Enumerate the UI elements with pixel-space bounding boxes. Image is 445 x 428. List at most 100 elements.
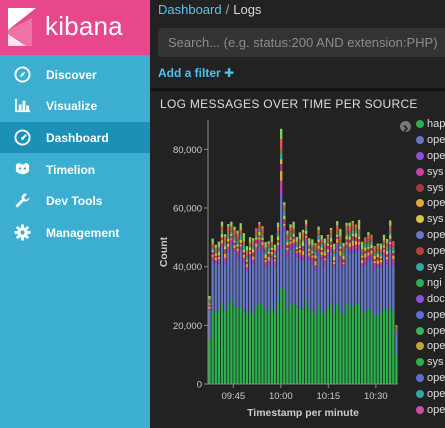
chart-bar (264, 258, 267, 260)
chart-bar (286, 309, 289, 384)
chart-bar (264, 250, 267, 252)
chart-bar (336, 238, 339, 243)
chart-bar (283, 219, 286, 224)
legend-item[interactable]: sys (416, 261, 445, 277)
chart-bar (376, 251, 379, 254)
chart-bar (255, 239, 258, 244)
legend-item[interactable]: ngi (416, 277, 445, 293)
legend-item[interactable]: ope (416, 134, 445, 150)
chart-bar (298, 259, 302, 308)
chart-bar (227, 247, 230, 250)
chart-bar (208, 302, 211, 305)
chart-bar (336, 234, 339, 237)
chart-bar (220, 233, 224, 238)
chart-bar (351, 240, 354, 246)
legend-label: sys (427, 261, 444, 274)
x-tick-label: 09:45 (221, 391, 245, 402)
sidebar-item-dashboard[interactable]: Dashboard (0, 122, 150, 153)
chart-bar (345, 236, 348, 240)
chart-bar (230, 239, 233, 243)
sidebar-item-visualize[interactable]: Visualize (0, 90, 150, 121)
chart-bar (354, 240, 358, 245)
chart-bar (329, 303, 333, 384)
chart-bar (357, 304, 361, 384)
chart-bar (211, 309, 214, 384)
sidebar-item-management[interactable]: Management (0, 217, 150, 248)
chart-bar (248, 253, 252, 256)
y-tick-label: 80,000 (173, 145, 202, 156)
legend-item[interactable]: hap (416, 118, 445, 134)
legend-item[interactable]: sys (416, 182, 445, 198)
chart-bar (304, 230, 308, 234)
chart-bar (245, 266, 249, 269)
legend-item[interactable]: ope (416, 197, 445, 213)
chart-bar (392, 245, 395, 248)
chart-bar (236, 240, 239, 245)
add-filter-button[interactable]: Add a filter ✚ (158, 66, 235, 80)
chart-bar (345, 229, 348, 234)
chart-bar (295, 236, 298, 242)
chart-bar (280, 163, 283, 171)
chart-bar (357, 250, 361, 305)
chart-bar (280, 180, 283, 192)
chart-bar (233, 236, 236, 241)
sidebar-item-discover[interactable]: Discover (0, 59, 150, 90)
legend-item[interactable]: ope (416, 150, 445, 166)
chart-bar (258, 228, 261, 232)
chart-bar (304, 299, 308, 384)
chart-bar (283, 225, 286, 229)
chart-bar (270, 256, 274, 258)
legend-item[interactable]: sys (416, 166, 445, 182)
sidebar-item-timelion[interactable]: Timelion (0, 154, 150, 185)
legend-item[interactable]: ope (416, 229, 445, 245)
legend-item[interactable]: ope (416, 245, 445, 261)
chart-bar (392, 259, 395, 263)
y-tick-label: 60,000 (173, 204, 202, 215)
chart-bar (323, 243, 326, 248)
search-input[interactable] (168, 35, 438, 50)
dashboard-gauge-icon (14, 129, 31, 146)
legend-item[interactable]: ope (416, 325, 445, 341)
chart-bar (280, 170, 283, 181)
legend-item[interactable]: ope (416, 372, 445, 388)
legend-item[interactable]: doc (416, 293, 445, 309)
chart-bar (267, 243, 270, 246)
chart-bar (220, 248, 224, 305)
chart-bar (382, 247, 386, 250)
legend-color-dot (416, 247, 424, 256)
chart-bar (261, 234, 264, 238)
chart-bar (211, 245, 214, 248)
chart-bar (230, 242, 233, 246)
chart-bar (270, 250, 274, 252)
chart-bar (217, 241, 221, 247)
chart-bar (357, 219, 361, 230)
legend-color-dot (416, 120, 424, 128)
chart-bar (236, 255, 239, 260)
legend-color-dot (416, 358, 424, 367)
legend-item[interactable]: sys (416, 213, 445, 229)
chart-bar (357, 239, 361, 243)
breadcrumb-dashboard-link[interactable]: Dashboard (158, 2, 222, 17)
chart-bar (354, 244, 358, 249)
brand-bar[interactable]: kibana (0, 0, 150, 55)
chart-bar (342, 266, 345, 269)
chart-bar (382, 249, 386, 252)
sidebar-item-dev-tools[interactable]: Dev Tools (0, 185, 150, 216)
legend-item[interactable]: ope (416, 309, 445, 325)
chart-bar (336, 221, 339, 226)
legend-item[interactable]: sys (416, 356, 445, 372)
legend-item[interactable]: ope (416, 388, 445, 404)
legend-label: ope (427, 245, 445, 258)
legend-item[interactable]: ope (416, 340, 445, 356)
chart-bar (367, 239, 370, 243)
chart-bar (376, 245, 379, 249)
legend-item[interactable]: ope (416, 404, 445, 420)
chart-bar (395, 326, 398, 328)
chart-bar (314, 255, 317, 259)
y-axis-label: Count (158, 236, 170, 267)
chart-bar (270, 235, 274, 242)
chart-bar (348, 233, 351, 237)
legend-toggle-icon[interactable] (400, 121, 411, 133)
chart-bar (361, 254, 364, 257)
chart-bar (332, 261, 336, 265)
